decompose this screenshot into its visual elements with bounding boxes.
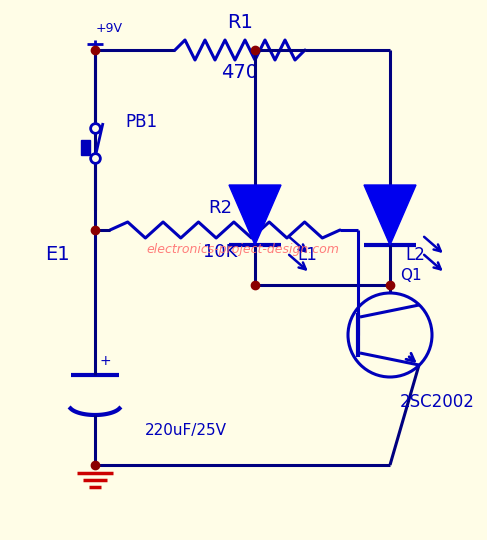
Text: 220uF/25V: 220uF/25V bbox=[145, 422, 227, 437]
Text: E1: E1 bbox=[45, 246, 70, 265]
Text: 10K: 10K bbox=[203, 243, 237, 261]
Text: L2: L2 bbox=[405, 246, 425, 264]
Polygon shape bbox=[229, 185, 281, 245]
Text: 470: 470 bbox=[222, 63, 259, 82]
Text: Q1: Q1 bbox=[400, 267, 422, 282]
Text: R1: R1 bbox=[227, 12, 253, 31]
Text: R2: R2 bbox=[208, 199, 232, 217]
Text: 2SC2002: 2SC2002 bbox=[400, 393, 475, 411]
Polygon shape bbox=[81, 140, 90, 155]
Text: +: + bbox=[99, 354, 111, 368]
Text: +9V: +9V bbox=[96, 22, 123, 35]
Text: L1: L1 bbox=[297, 246, 317, 264]
Text: PB1: PB1 bbox=[125, 113, 157, 131]
Polygon shape bbox=[364, 185, 416, 245]
Text: electronics-project-design.com: electronics-project-design.com bbox=[147, 244, 339, 256]
